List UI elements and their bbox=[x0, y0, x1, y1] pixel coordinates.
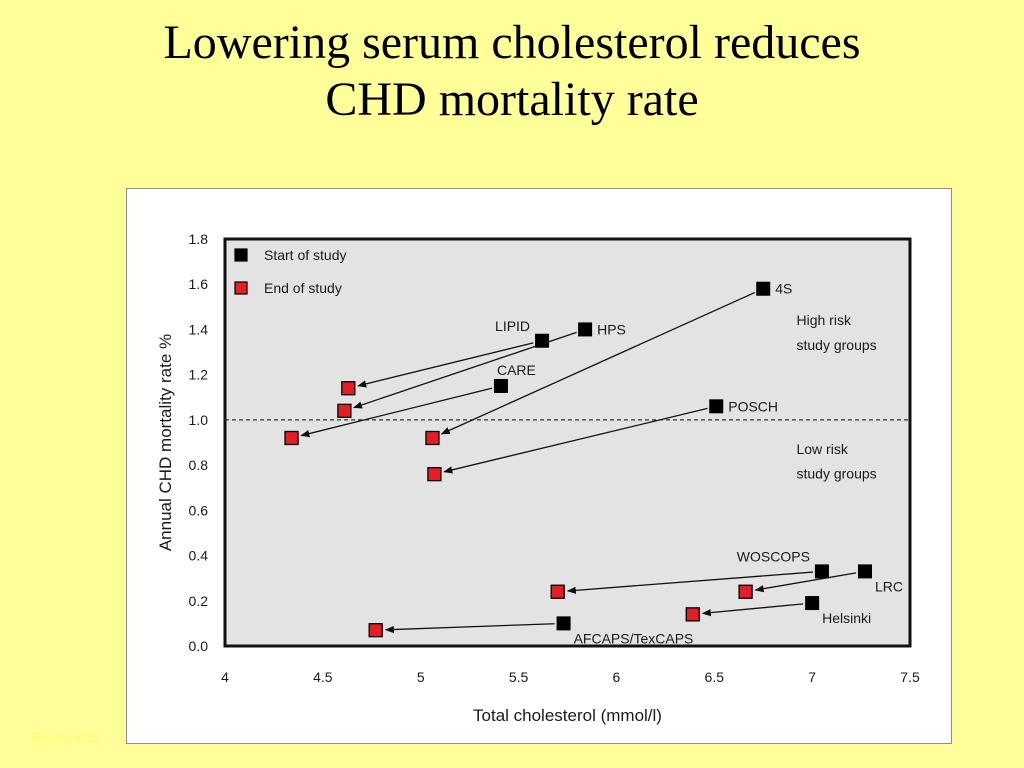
y-tick-label: 0.4 bbox=[189, 548, 209, 564]
start-marker bbox=[709, 399, 724, 414]
study-label: LIPID bbox=[495, 318, 530, 334]
end-marker bbox=[427, 467, 442, 482]
x-tick-label: 6 bbox=[613, 669, 621, 685]
end-marker bbox=[284, 430, 299, 446]
study-arrow bbox=[754, 572, 857, 593]
study-label: WOSCOPS bbox=[737, 548, 810, 564]
x-axis-title: Total cholesterol (mmol/l) bbox=[473, 706, 662, 725]
y-tick-label: 1.8 bbox=[189, 231, 209, 247]
x-tick-label: 5.5 bbox=[509, 669, 529, 685]
start-marker bbox=[805, 596, 820, 611]
x-tick-label: 4.5 bbox=[313, 669, 333, 685]
start-marker bbox=[857, 564, 872, 579]
start-marker bbox=[535, 333, 550, 348]
start-marker bbox=[493, 378, 508, 393]
y-tick-label: 0.0 bbox=[189, 638, 209, 654]
chart-annotation: study groups bbox=[796, 337, 876, 353]
end-marker bbox=[425, 430, 440, 446]
chart-panel: 0.0 0.2 0.4 0.6 0.8 1.0 1.2 1.4 1.6 1.8 4 4.5 5 5.5 6 6… bbox=[126, 188, 952, 744]
end-marker bbox=[550, 584, 565, 599]
slide-title: Lowering serum cholesterol reduces CHD m… bbox=[0, 14, 1024, 128]
study-label: LRC bbox=[875, 578, 903, 594]
legend-swatch bbox=[234, 248, 248, 262]
study-arrow bbox=[300, 387, 493, 438]
x-tick-label: 7 bbox=[808, 669, 816, 685]
chart-svg: 0.0 0.2 0.4 0.6 0.8 1.0 1.2 1.4 1.6 1.8 4 4.5 5 5.5 6 6… bbox=[156, 231, 920, 725]
study-arrow bbox=[384, 623, 555, 634]
study-label: Helsinki bbox=[822, 610, 871, 626]
study-arrow bbox=[701, 603, 804, 617]
legend-label: End of study bbox=[264, 280, 342, 296]
title-line-2: CHD mortality rate bbox=[325, 73, 699, 126]
start-marker bbox=[578, 322, 593, 337]
end-marker bbox=[368, 623, 383, 638]
x-tick-label: 7.5 bbox=[900, 669, 920, 685]
end-marker bbox=[685, 607, 700, 622]
study-label: POSCH bbox=[728, 398, 778, 414]
legend-label: Start of study bbox=[264, 247, 346, 263]
study-arrow bbox=[443, 407, 708, 474]
start-marker bbox=[756, 281, 771, 296]
study-arrow bbox=[357, 342, 534, 388]
references-link[interactable]: References bbox=[31, 730, 98, 745]
study-arrow bbox=[566, 571, 814, 594]
y-axis-title: Annual CHD mortality rate % bbox=[156, 334, 175, 551]
end-marker bbox=[341, 381, 356, 396]
study-label: 4S bbox=[775, 281, 792, 297]
legend-swatch bbox=[234, 281, 248, 295]
study-label: AFCAPS/TexCAPS bbox=[574, 630, 694, 646]
study-label: HPS bbox=[597, 321, 626, 337]
y-tick-label: 1.4 bbox=[189, 321, 209, 337]
y-tick-label: 1.6 bbox=[189, 276, 209, 292]
end-marker bbox=[337, 403, 352, 418]
y-tick-label: 0.2 bbox=[189, 593, 209, 609]
y-tick-label: 0.6 bbox=[189, 502, 209, 518]
chart-annotation: Low risk bbox=[796, 441, 848, 457]
start-marker bbox=[556, 616, 571, 631]
study-arrow bbox=[440, 291, 756, 435]
study-label: CARE bbox=[497, 362, 536, 378]
end-marker bbox=[738, 584, 753, 599]
x-tick-label: 5 bbox=[417, 669, 425, 685]
y-tick-label: 1.2 bbox=[189, 367, 209, 383]
chart-annotation: study groups bbox=[796, 466, 876, 482]
x-tick-label: 6.5 bbox=[705, 669, 725, 685]
start-marker bbox=[814, 564, 829, 579]
title-line-1: Lowering serum cholesterol reduces bbox=[163, 16, 861, 69]
y-tick-label: 0.8 bbox=[189, 457, 209, 473]
y-tick-label: 1.0 bbox=[189, 412, 209, 428]
chart-annotation: High risk bbox=[796, 312, 851, 328]
x-tick-label: 4 bbox=[221, 669, 229, 685]
